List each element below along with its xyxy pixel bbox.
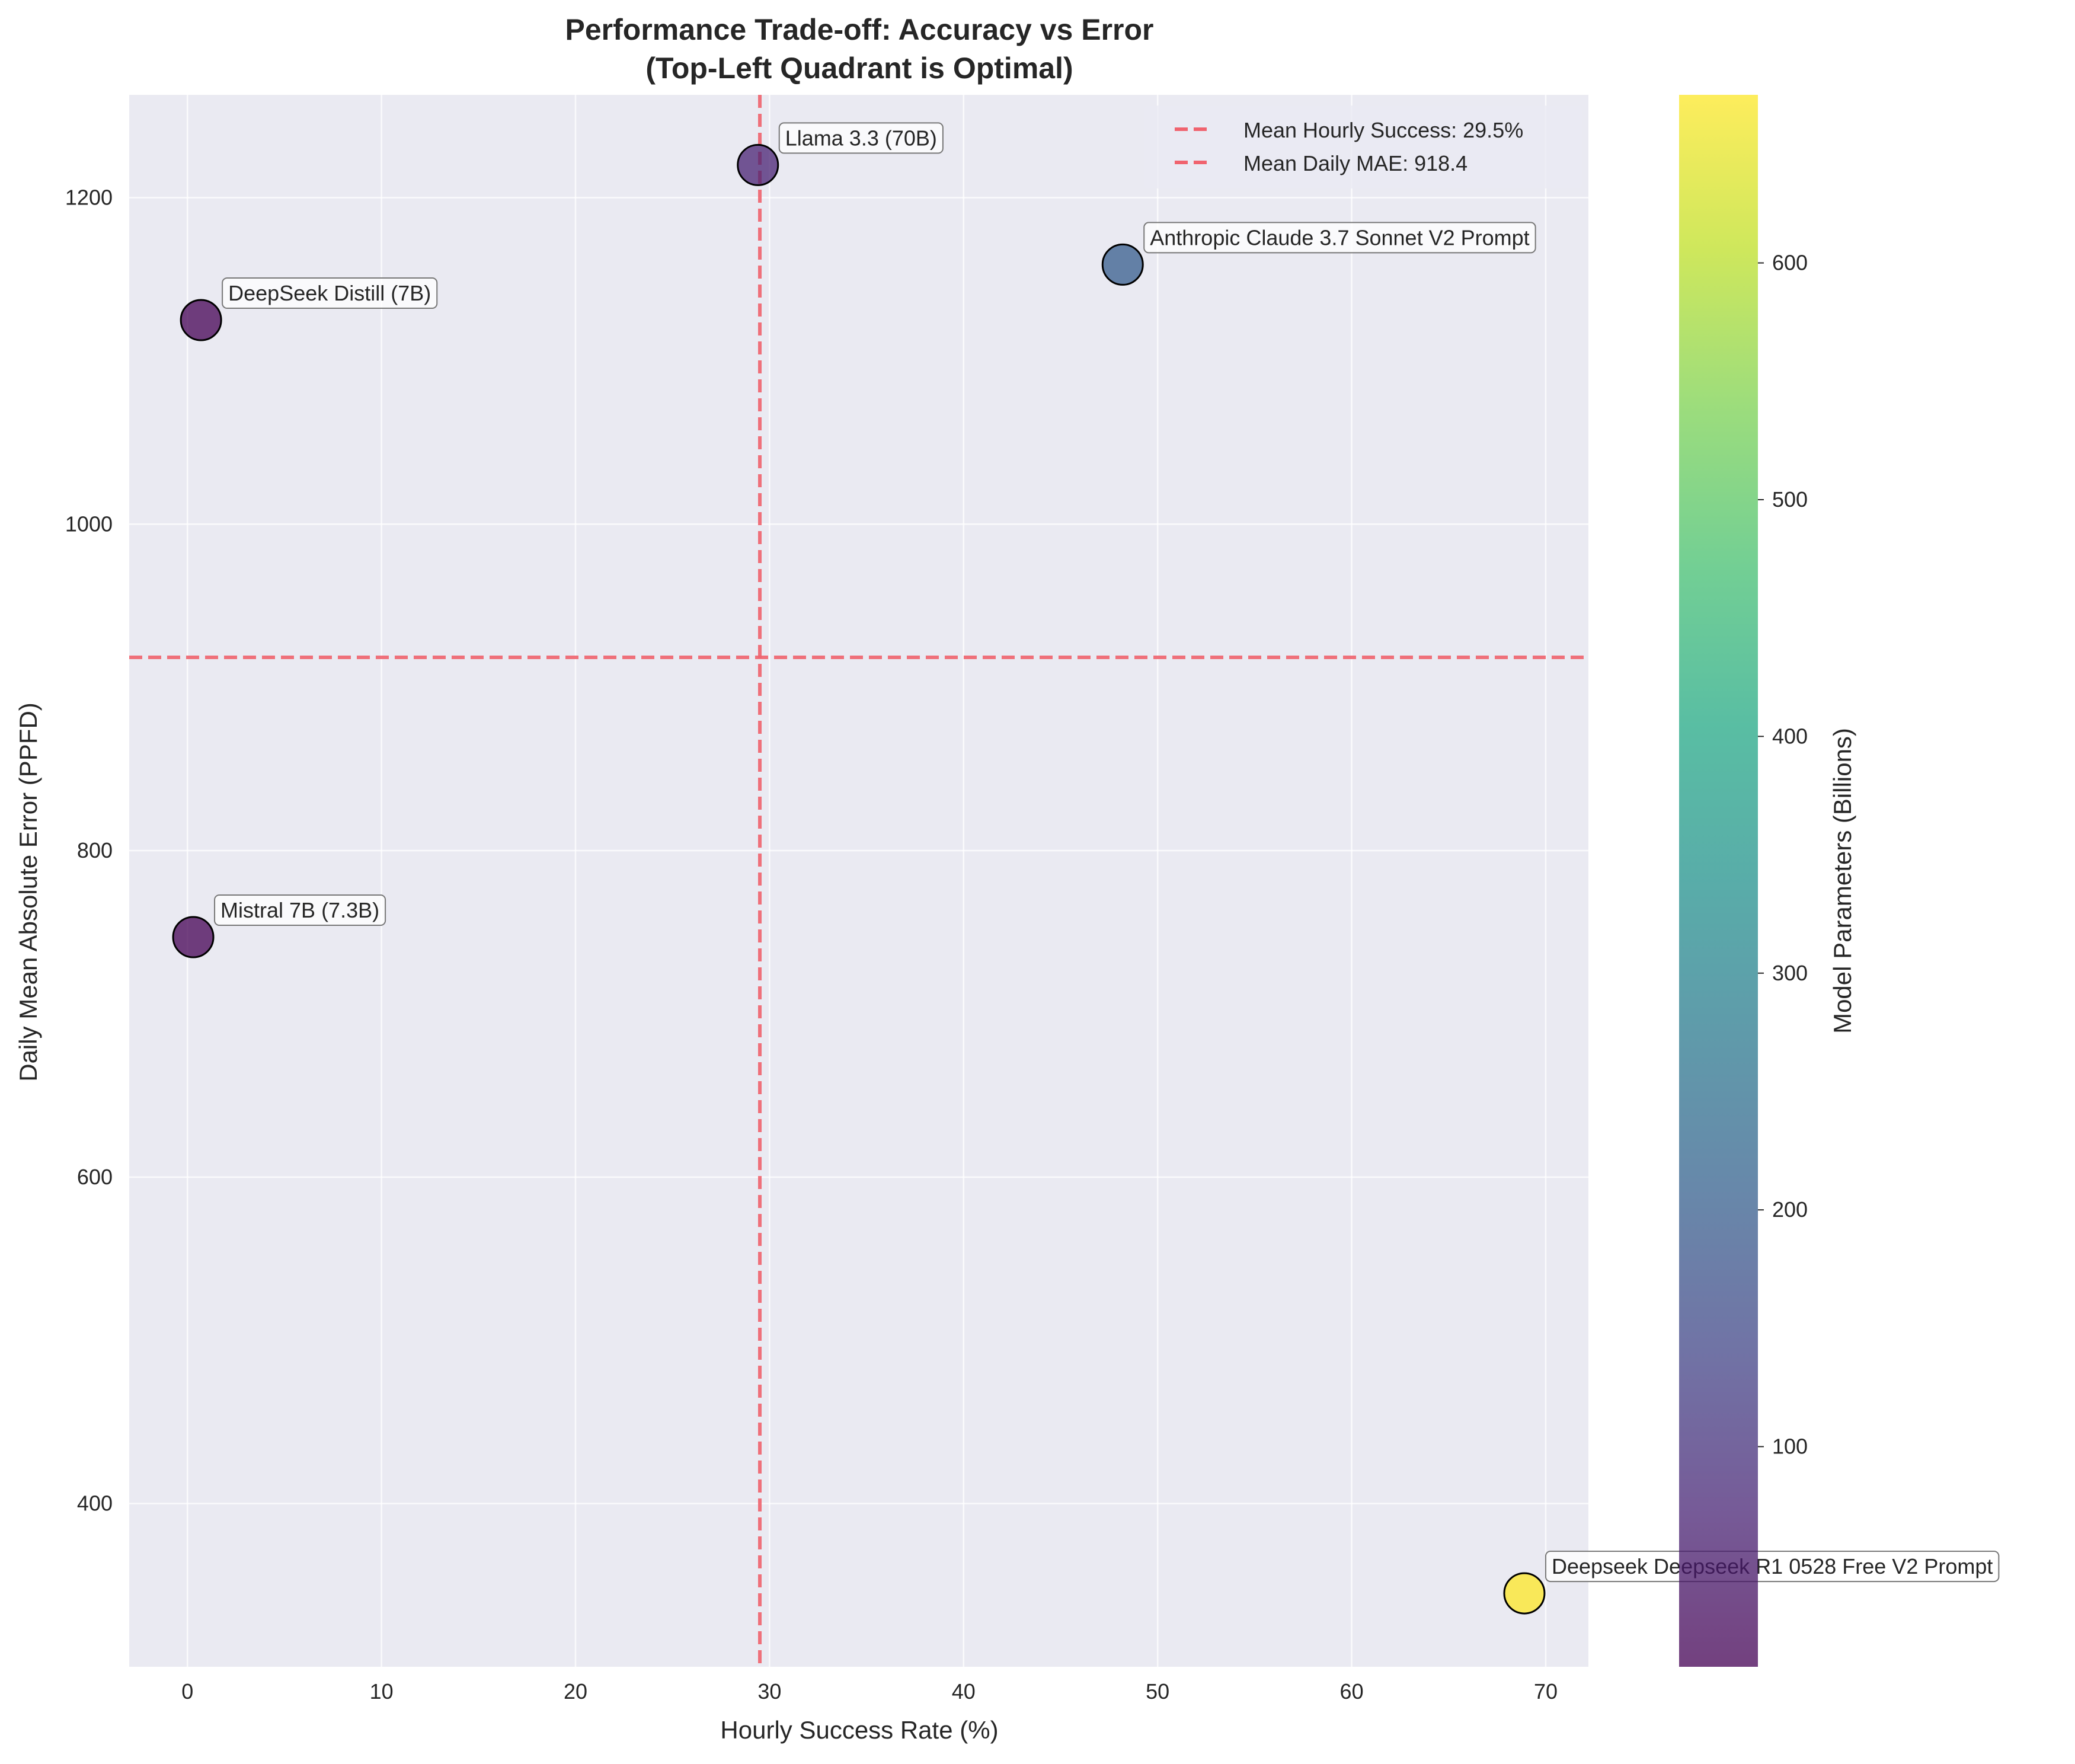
scatter-point (172, 916, 215, 958)
point-label: Deepseek Deepseek R1 0528 Free V2 Prompt (1552, 1554, 1993, 1578)
colorbar-tick-label: 400 (1772, 724, 1808, 748)
x-tick-label: 40 (952, 1679, 976, 1704)
chart-title: Performance Trade-off: Accuracy vs Error (565, 13, 1154, 46)
colorbar-tick-label: 600 (1772, 251, 1808, 275)
legend-box (1144, 106, 1582, 188)
point-label-box (778, 122, 944, 154)
reference-lines (129, 95, 1588, 1667)
point-label-box (214, 894, 386, 926)
point-label: DeepSeek Distill (7B) (228, 281, 431, 305)
x-tick-label: 60 (1340, 1679, 1364, 1704)
y-axis-label: Daily Mean Absolute Error (PPFD) (14, 702, 42, 1082)
colorbar-tick-label: 500 (1772, 487, 1808, 512)
chart-subtitle: (Top-Left Quadrant is Optimal) (645, 52, 1073, 85)
colorbar-tick-label: 200 (1772, 1197, 1808, 1222)
y-tick-label: 1200 (65, 185, 113, 209)
colorbar-gradient (1679, 95, 1758, 1667)
x-tick-label: 0 (181, 1679, 193, 1704)
legend-label-vertical: Mean Hourly Success: 29.5% (1243, 118, 1523, 142)
point-annotation: Mistral 7B (7.3B) (214, 894, 386, 926)
point-label-box (1143, 222, 1536, 254)
legend: Mean Hourly Success: 29.5% Mean Daily MA… (1144, 106, 1582, 188)
point-annotation: Anthropic Claude 3.7 Sonnet V2 Prompt (1143, 222, 1536, 254)
y-tick-label: 600 (77, 1165, 113, 1189)
legend-label-horizontal: Mean Daily MAE: 918.4 (1243, 151, 1467, 175)
point-annotation: Llama 3.3 (70B) (778, 122, 944, 154)
x-tick-label: 10 (370, 1679, 394, 1704)
x-tick-label: 70 (1534, 1679, 1558, 1704)
point-annotation: DeepSeek Distill (7B) (222, 277, 438, 309)
data-points (172, 143, 1546, 1615)
plot-area (129, 95, 1588, 1667)
colorbar-label: Model Parameters (Billions) (1828, 728, 1856, 1034)
colorbar-tick-label: 100 (1772, 1434, 1808, 1459)
point-label-box (1545, 1551, 2000, 1583)
point-label: Mistral 7B (7.3B) (220, 898, 379, 922)
scatter-point (737, 143, 779, 186)
colorbar-ticks: 100 200 300 400 500 600 (1758, 251, 1808, 1459)
y-tick-label: 1000 (65, 512, 113, 536)
x-tick-label: 30 (757, 1679, 781, 1704)
y-tick-label: 800 (77, 838, 113, 862)
x-tick-label: 50 (1146, 1679, 1169, 1704)
point-label: Anthropic Claude 3.7 Sonnet V2 Prompt (1150, 225, 1529, 250)
grid (129, 95, 1588, 1667)
point-label: Llama 3.3 (70B) (785, 126, 937, 150)
colorbar-tick-label: 300 (1772, 961, 1808, 985)
scatter-point (1503, 1572, 1546, 1615)
point-annotation: Deepseek Deepseek R1 0528 Free V2 Prompt (1545, 1551, 2000, 1583)
scatter-point (180, 299, 222, 341)
x-tick-label: 20 (564, 1679, 587, 1704)
colorbar: 100 200 300 400 500 600 Model Parameters (Bil… (1679, 95, 1856, 1667)
x-axis-label: Hourly Success Rate (%) (720, 1716, 998, 1744)
point-label-box (222, 277, 438, 309)
scatter-point (1101, 243, 1144, 286)
point-labels: Llama 3.3 (70B) Anthropic Claude 3.7 Sonn… (214, 122, 2000, 1583)
axis-ticks: 0 10 20 30 40 50 60 70 400 600 800 1000 1200 (65, 185, 1558, 1704)
y-tick-label: 400 (77, 1491, 113, 1516)
